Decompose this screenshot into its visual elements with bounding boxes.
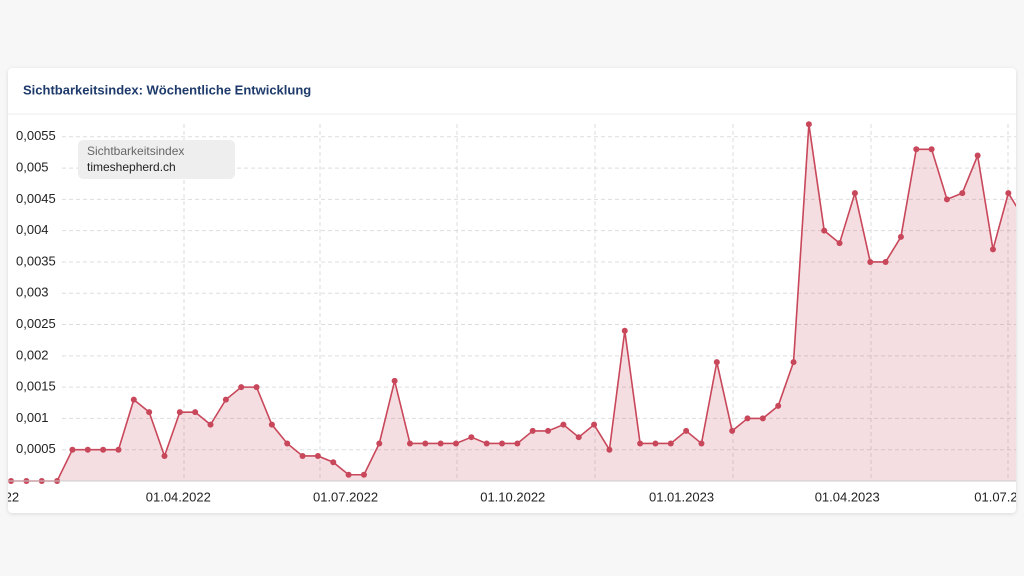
point bbox=[115, 446, 122, 453]
point bbox=[529, 427, 536, 434]
x-tick-label: 01.01.2023 bbox=[649, 489, 714, 504]
point bbox=[207, 421, 214, 428]
point bbox=[698, 440, 705, 447]
y-tick-label: 0,003 bbox=[16, 285, 49, 300]
x-tick-label: 01.10.2022 bbox=[480, 489, 545, 504]
point bbox=[545, 427, 552, 434]
point bbox=[1005, 190, 1012, 197]
point bbox=[499, 440, 506, 447]
y-tick-label: 0,002 bbox=[16, 347, 49, 362]
point bbox=[130, 396, 137, 403]
x-tick-label: 01.04.2023 bbox=[815, 489, 880, 504]
point bbox=[744, 415, 751, 422]
point bbox=[146, 409, 153, 416]
point bbox=[360, 471, 367, 478]
point bbox=[483, 440, 490, 447]
x-tick-label: 01.07.2022 bbox=[313, 489, 378, 504]
point bbox=[606, 446, 613, 453]
point bbox=[406, 440, 413, 447]
point bbox=[591, 421, 598, 428]
legend-box bbox=[78, 140, 235, 179]
point bbox=[284, 440, 291, 447]
point bbox=[652, 440, 659, 447]
point bbox=[69, 446, 76, 453]
chart-title: Sichtbarkeitsindex: Wöchentliche Entwick… bbox=[23, 82, 311, 97]
y-tick-label: 0,005 bbox=[16, 160, 49, 175]
point bbox=[683, 427, 690, 434]
point bbox=[268, 421, 275, 428]
chart: Sichtbarkeitsindex: Wöchentliche Entwick… bbox=[8, 82, 1016, 504]
point bbox=[84, 446, 91, 453]
point bbox=[959, 190, 966, 197]
point bbox=[100, 446, 107, 453]
point bbox=[376, 440, 383, 447]
point bbox=[989, 246, 996, 253]
y-tick-label: 0,0025 bbox=[16, 316, 56, 331]
point bbox=[330, 459, 337, 466]
point bbox=[974, 152, 981, 159]
point bbox=[913, 146, 920, 153]
legend: Sichtbarkeitsindex timeshepherd.ch bbox=[78, 140, 235, 179]
point bbox=[238, 384, 245, 391]
y-tick-label: 0,0015 bbox=[16, 379, 56, 394]
y-tick-label: 0,004 bbox=[16, 222, 49, 237]
point bbox=[667, 440, 674, 447]
chart-card: Sichtbarkeitsindex: Wöchentliche Entwick… bbox=[8, 68, 1016, 513]
y-tick-label: 0,0055 bbox=[16, 128, 56, 143]
point bbox=[621, 327, 628, 334]
point bbox=[575, 434, 582, 441]
point bbox=[253, 384, 260, 391]
legend-title: Sichtbarkeitsindex bbox=[87, 144, 184, 158]
point bbox=[161, 452, 168, 459]
point bbox=[422, 440, 429, 447]
point bbox=[882, 258, 889, 265]
point bbox=[897, 233, 904, 240]
point bbox=[805, 121, 812, 128]
x-tick-label: 01.07.2023 bbox=[974, 489, 1016, 504]
plot: 0,0005 0,001 0,0015 0,002 0,0025 0,003 0,0035 0… bbox=[8, 121, 1016, 504]
point bbox=[514, 440, 521, 447]
x-tick-label: 01.01.2022 bbox=[8, 489, 19, 504]
point bbox=[775, 402, 782, 409]
point bbox=[790, 359, 797, 366]
point bbox=[453, 440, 459, 447]
point bbox=[851, 190, 858, 197]
point bbox=[836, 240, 843, 247]
point bbox=[176, 409, 183, 416]
point bbox=[637, 440, 644, 447]
point bbox=[713, 359, 720, 366]
point bbox=[222, 396, 229, 403]
x-tick-label: 01.04.2022 bbox=[146, 489, 211, 504]
point bbox=[192, 409, 199, 416]
y-tick-label: 0,001 bbox=[16, 410, 49, 425]
point bbox=[391, 377, 398, 384]
point bbox=[928, 146, 935, 153]
y-tick-label: 0,0005 bbox=[16, 441, 56, 456]
point bbox=[314, 452, 321, 459]
point bbox=[943, 196, 950, 203]
y-tick-label: 0,0045 bbox=[16, 191, 56, 206]
area bbox=[11, 124, 1016, 481]
point bbox=[345, 471, 352, 478]
point bbox=[560, 421, 567, 428]
point bbox=[759, 415, 766, 422]
point bbox=[729, 427, 736, 434]
point bbox=[299, 452, 306, 459]
point bbox=[468, 434, 475, 441]
point bbox=[437, 440, 444, 447]
point bbox=[867, 258, 874, 265]
y-tick-label: 0,0035 bbox=[16, 253, 56, 268]
point bbox=[821, 227, 828, 234]
legend-entry: timeshepherd.ch bbox=[87, 160, 176, 174]
